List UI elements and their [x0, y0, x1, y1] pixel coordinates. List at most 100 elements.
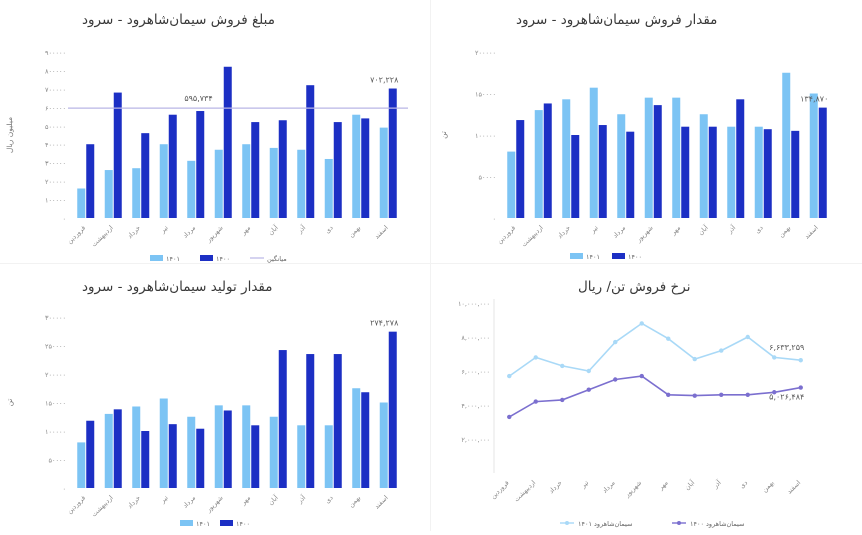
y-tick-label: ۰	[63, 215, 67, 223]
bar-series-2	[516, 120, 525, 218]
x-tick-label: مرداد	[181, 224, 197, 240]
sales-amount-plot: ۰ ۱۰۰۰۰۰ ۲۰۰۰۰۰ ۳۰۰۰۰۰ ۴۰۰۰۰۰ ۵۰۰۰۰۰ ۶۰۰۰۰۰ ۷۰۰…	[5, 49, 408, 263]
legend-swatch	[180, 520, 193, 526]
legend-label: ۱۴۰۱	[196, 520, 210, 528]
x-tick-label: فروردین	[489, 479, 511, 501]
chart-title: مقدار فروش سیمان‌شاهرود - سرود	[516, 12, 718, 28]
bar-series-1	[324, 425, 333, 488]
bar-series-2	[278, 120, 287, 218]
x-tick-label: اسفند	[373, 494, 390, 511]
y-tick-label: ۲۵۰۰۰۰	[45, 343, 66, 351]
bar-series-1	[672, 97, 681, 218]
bar-series-1	[352, 114, 361, 218]
x-tick-label: اردیبهشت	[520, 224, 545, 249]
sales-amount-chart: مبلغ فروش سیمان‌شاهرود - سرود ۰ ۱۰۰۰۰۰ ۲۰۰…	[0, 0, 430, 263]
data-point-1	[560, 363, 565, 369]
data-point-2	[560, 397, 565, 403]
bar-series-1	[187, 160, 196, 218]
last-value-label: ۷۰۲,۲۲۸	[370, 76, 399, 85]
bar-series-1	[727, 126, 736, 218]
legend-label: ۱۴۰۱	[166, 255, 180, 263]
bar-series-1	[562, 99, 571, 218]
x-tick-label: خرداد	[126, 224, 142, 240]
bar-series-2	[598, 125, 607, 218]
x-tick-label: خرداد	[547, 479, 563, 495]
bar-series-2	[361, 392, 370, 488]
bar-series-1	[379, 402, 388, 488]
bar-series-1	[644, 97, 653, 218]
chart-title: مبلغ فروش سیمان‌شاهرود - سرود	[82, 12, 275, 28]
bar-series-1	[132, 406, 141, 488]
y-tick-label: ۸۰۰۰۰۰	[45, 67, 66, 75]
y-tick-label: ۲۰۰۰۰۰	[45, 178, 66, 186]
y-tick-label: ۰	[63, 485, 67, 493]
bar-series-1	[214, 405, 223, 488]
bar-series-2	[141, 133, 150, 218]
bar-series-2	[791, 130, 800, 218]
x-tick-label: بهمن	[347, 494, 362, 509]
data-point-1	[533, 355, 538, 360]
legend-label: ۱۴۰۰	[628, 253, 642, 261]
x-tick-label: مرداد	[611, 224, 627, 240]
x-tick-label: اردیبهشت	[90, 494, 115, 519]
x-tick-label: اسفند	[785, 479, 802, 496]
bar-series-2	[653, 105, 662, 218]
x-tick-label: خرداد	[556, 224, 572, 240]
y-axis-label: تن	[439, 131, 448, 139]
data-point-1	[586, 368, 591, 374]
bar-series-2	[196, 428, 205, 488]
x-tick-label: دی	[753, 224, 764, 235]
bar-series-2	[306, 354, 315, 488]
bar-series-1	[104, 413, 113, 488]
bar-series-1	[699, 114, 708, 218]
y-tick-label: ۴,۰۰۰,۰۰۰	[461, 402, 490, 410]
y-tick-label: ۵۰۰۰۰	[49, 457, 66, 465]
bar-series-1	[104, 170, 113, 218]
y-tick-label: ۱۰۰۰۰۰	[45, 197, 66, 205]
bar-series-2	[168, 424, 177, 488]
sales-quantity-plot: ۰ ۵۰۰۰۰ ۱۰۰۰۰۰ ۱۵۰۰۰۰ ۲۰۰۰۰۰ تن فروردین اردیبهش…	[439, 49, 828, 261]
bar-series-1	[379, 127, 388, 218]
bar-series-2	[86, 144, 95, 218]
x-tick-label: آبان	[696, 222, 711, 237]
x-tick-label: فروردین	[66, 224, 88, 246]
legend-swatch	[200, 255, 213, 261]
bar-series-2	[113, 92, 122, 218]
bar-series-2	[251, 122, 260, 218]
bar-series-2	[361, 118, 370, 218]
y-tick-label: ۱۰,۰۰۰,۰۰۰	[458, 300, 490, 308]
bar-series-1	[269, 147, 278, 218]
x-tick-label: آذر	[725, 222, 738, 235]
bar-series-1	[242, 405, 251, 488]
y-tick-label: ۷۰۰۰۰۰	[45, 86, 66, 94]
x-tick-label: دی	[323, 224, 334, 235]
bar-series-1	[132, 168, 141, 218]
x-tick-label: فروردین	[496, 224, 518, 246]
data-point-2	[613, 377, 618, 382]
sales-quantity-chart: مقدار فروش سیمان‌شاهرود - سرود ۰ ۵۰۰۰۰ ۱۰۰…	[430, 0, 862, 263]
bar-series-1	[809, 93, 818, 218]
x-tick-label: اردیبهشت	[90, 224, 115, 249]
y-tick-label: ۱۰۰۰۰۰	[475, 132, 496, 140]
bar-series-2	[681, 126, 690, 218]
y-axis-label: میلیون ریال	[5, 117, 14, 153]
x-tick-label: فروردین	[66, 494, 88, 516]
y-tick-label: ۸,۰۰۰,۰۰۰	[461, 334, 490, 342]
x-tick-label: مهر	[669, 224, 682, 237]
legend-label: سیمان‌شاهرود ۱۴۰۰	[690, 520, 744, 528]
y-tick-label: ۶۰۰۰۰۰	[45, 104, 66, 112]
y-tick-label: ۵۰۰۰۰	[479, 174, 496, 182]
bar-series-1	[77, 188, 86, 218]
legend-swatch	[220, 520, 233, 526]
data-point-2	[798, 385, 803, 390]
bar-series-1	[187, 416, 196, 488]
x-tick-label: بهمن	[760, 479, 775, 494]
y-tick-label: ۱۵۰۰۰۰	[475, 91, 496, 99]
bar-series-2	[736, 99, 745, 218]
bar-series-2	[223, 66, 232, 218]
last-value-label: ۶,۶۳۳,۲۵۹	[769, 343, 804, 352]
average-value-label: ۵۹۵,۷۳۴	[184, 94, 212, 103]
bar-series-2	[278, 350, 287, 488]
series-line-1	[508, 322, 801, 377]
bar-series-2	[818, 107, 827, 218]
